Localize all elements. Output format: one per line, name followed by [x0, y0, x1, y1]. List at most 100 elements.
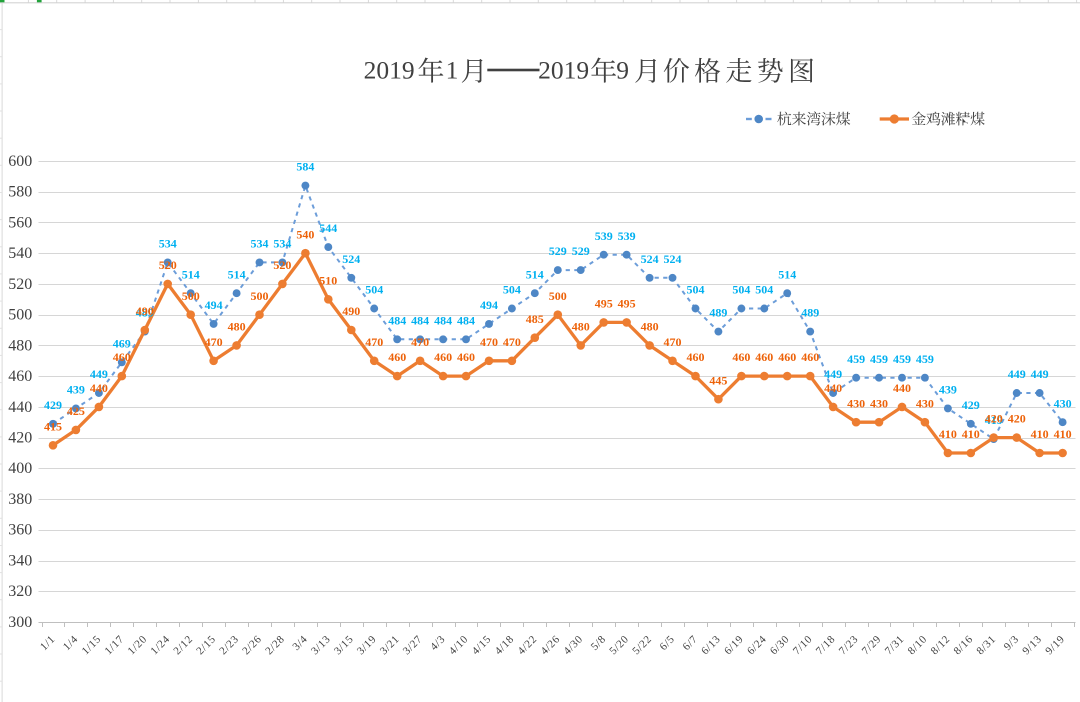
svg-text:460: 460: [801, 350, 819, 364]
svg-text:460: 460: [8, 368, 32, 385]
svg-text:360: 360: [8, 522, 32, 539]
svg-text:480: 480: [8, 337, 32, 354]
svg-text:410: 410: [1054, 427, 1072, 441]
svg-text:470: 470: [205, 335, 223, 349]
svg-text:1: 1: [446, 55, 459, 84]
svg-text:459: 459: [916, 352, 934, 366]
svg-text:489: 489: [801, 306, 819, 320]
svg-text:560: 560: [8, 214, 32, 231]
svg-text:539: 539: [618, 229, 636, 243]
svg-text:410: 410: [1031, 427, 1049, 441]
svg-text:380: 380: [8, 491, 32, 508]
svg-text:429: 429: [44, 398, 62, 412]
svg-text:440: 440: [8, 399, 32, 416]
svg-text:449: 449: [1008, 367, 1026, 381]
svg-text:410: 410: [939, 427, 957, 441]
svg-text:470: 470: [365, 335, 383, 349]
svg-text:489: 489: [709, 306, 727, 320]
svg-text:439: 439: [67, 383, 85, 397]
svg-text:494: 494: [205, 298, 223, 312]
svg-text:470: 470: [664, 335, 682, 349]
svg-text:320: 320: [8, 583, 32, 600]
svg-text:504: 504: [687, 283, 705, 297]
svg-text:584: 584: [296, 160, 314, 174]
svg-text:529: 529: [572, 244, 590, 258]
svg-text:430: 430: [916, 396, 934, 410]
svg-text:440: 440: [90, 381, 108, 395]
svg-text:460: 460: [687, 350, 705, 364]
svg-text:2019: 2019: [364, 55, 415, 84]
svg-text:504: 504: [503, 283, 521, 297]
svg-text:460: 460: [434, 350, 452, 364]
svg-text:429: 429: [962, 398, 980, 412]
svg-text:534: 534: [273, 237, 291, 251]
svg-text:524: 524: [664, 252, 682, 266]
svg-text:524: 524: [342, 252, 360, 266]
svg-text:484: 484: [457, 313, 475, 327]
svg-text:2019: 2019: [538, 55, 589, 84]
svg-text:500: 500: [251, 289, 269, 303]
svg-text:415: 415: [44, 419, 62, 433]
svg-text:445: 445: [709, 373, 727, 387]
svg-text:430: 430: [1054, 396, 1072, 410]
svg-text:540: 540: [296, 227, 314, 241]
svg-text:460: 460: [732, 350, 750, 364]
svg-text:9: 9: [616, 55, 629, 84]
svg-text:460: 460: [457, 350, 475, 364]
svg-text:420: 420: [1008, 412, 1026, 426]
svg-text:504: 504: [365, 283, 383, 297]
svg-text:410: 410: [962, 427, 980, 441]
svg-text:490: 490: [136, 304, 154, 318]
svg-text:449: 449: [1031, 367, 1049, 381]
svg-text:514: 514: [228, 267, 246, 281]
svg-text:469: 469: [113, 336, 131, 350]
svg-text:485: 485: [526, 312, 544, 326]
svg-text:300: 300: [8, 614, 32, 631]
svg-text:480: 480: [228, 320, 246, 334]
svg-text:430: 430: [847, 396, 865, 410]
svg-text:540: 540: [8, 245, 32, 262]
svg-text:514: 514: [778, 267, 796, 281]
svg-text:480: 480: [572, 320, 590, 334]
svg-text:420: 420: [8, 430, 32, 447]
svg-text:500: 500: [182, 289, 200, 303]
svg-text:495: 495: [595, 297, 613, 311]
svg-text:460: 460: [778, 350, 796, 364]
svg-text:504: 504: [755, 283, 773, 297]
svg-text:500: 500: [8, 307, 32, 324]
svg-text:484: 484: [434, 313, 452, 327]
svg-text:459: 459: [893, 352, 911, 366]
svg-text:520: 520: [159, 258, 177, 272]
svg-text:439: 439: [939, 383, 957, 397]
svg-text:489: 489: [136, 306, 154, 320]
svg-text:400: 400: [8, 460, 32, 477]
svg-text:580: 580: [8, 184, 32, 201]
svg-text:600: 600: [8, 153, 32, 170]
svg-text:470: 470: [411, 335, 429, 349]
svg-text:425: 425: [67, 404, 85, 418]
svg-text:514: 514: [526, 267, 544, 281]
svg-text:460: 460: [755, 350, 773, 364]
svg-text:534: 534: [251, 237, 269, 251]
svg-text:504: 504: [732, 283, 750, 297]
svg-text:520: 520: [8, 276, 32, 293]
svg-text:470: 470: [503, 335, 521, 349]
svg-text:524: 524: [641, 252, 659, 266]
svg-text:514: 514: [182, 267, 200, 281]
svg-text:510: 510: [319, 273, 337, 287]
svg-text:520: 520: [273, 258, 291, 272]
svg-text:430: 430: [870, 396, 888, 410]
svg-text:529: 529: [549, 244, 567, 258]
svg-text:539: 539: [595, 229, 613, 243]
svg-text:340: 340: [8, 552, 32, 569]
svg-text:470: 470: [480, 335, 498, 349]
svg-text:440: 440: [824, 381, 842, 395]
svg-text:419: 419: [985, 413, 1003, 427]
svg-text:460: 460: [113, 350, 131, 364]
svg-text:420: 420: [985, 412, 1003, 426]
svg-text:484: 484: [388, 313, 406, 327]
svg-text:460: 460: [388, 350, 406, 364]
svg-text:494: 494: [480, 298, 498, 312]
svg-text:480: 480: [641, 320, 659, 334]
svg-text:495: 495: [618, 297, 636, 311]
